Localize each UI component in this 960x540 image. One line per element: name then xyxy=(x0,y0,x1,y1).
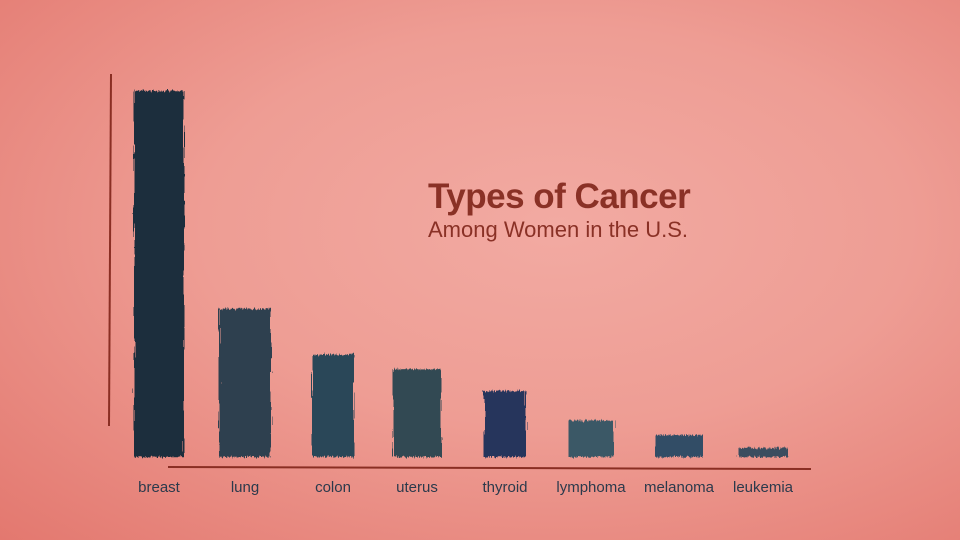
chart-subtitle: Among Women in the U.S. xyxy=(428,217,689,242)
y-axis-line xyxy=(108,73,112,427)
bar-uterus xyxy=(393,369,441,457)
category-label-melanoma: melanoma xyxy=(644,479,715,496)
category-label-leukemia: leukemia xyxy=(733,479,794,496)
bar-breast xyxy=(134,91,184,457)
category-label-uterus: uterus xyxy=(396,479,438,496)
chart-title: Types of Cancer xyxy=(428,177,691,216)
category-label-lymphoma: lymphoma xyxy=(556,479,626,496)
category-label-breast: breast xyxy=(138,479,181,496)
bar-colon xyxy=(312,354,354,457)
bar-lung xyxy=(219,308,271,457)
title-block: Types of Cancer Among Women in the U.S. xyxy=(428,177,691,244)
x-axis-line xyxy=(167,466,812,470)
bar-melanoma xyxy=(655,435,703,457)
bar-leukemia xyxy=(738,447,788,457)
bar-thyroid xyxy=(484,391,526,457)
category-label-colon: colon xyxy=(315,479,351,496)
bar-lymphoma xyxy=(568,420,614,457)
category-label-thyroid: thyroid xyxy=(482,479,527,496)
category-label-lung: lung xyxy=(231,479,259,496)
